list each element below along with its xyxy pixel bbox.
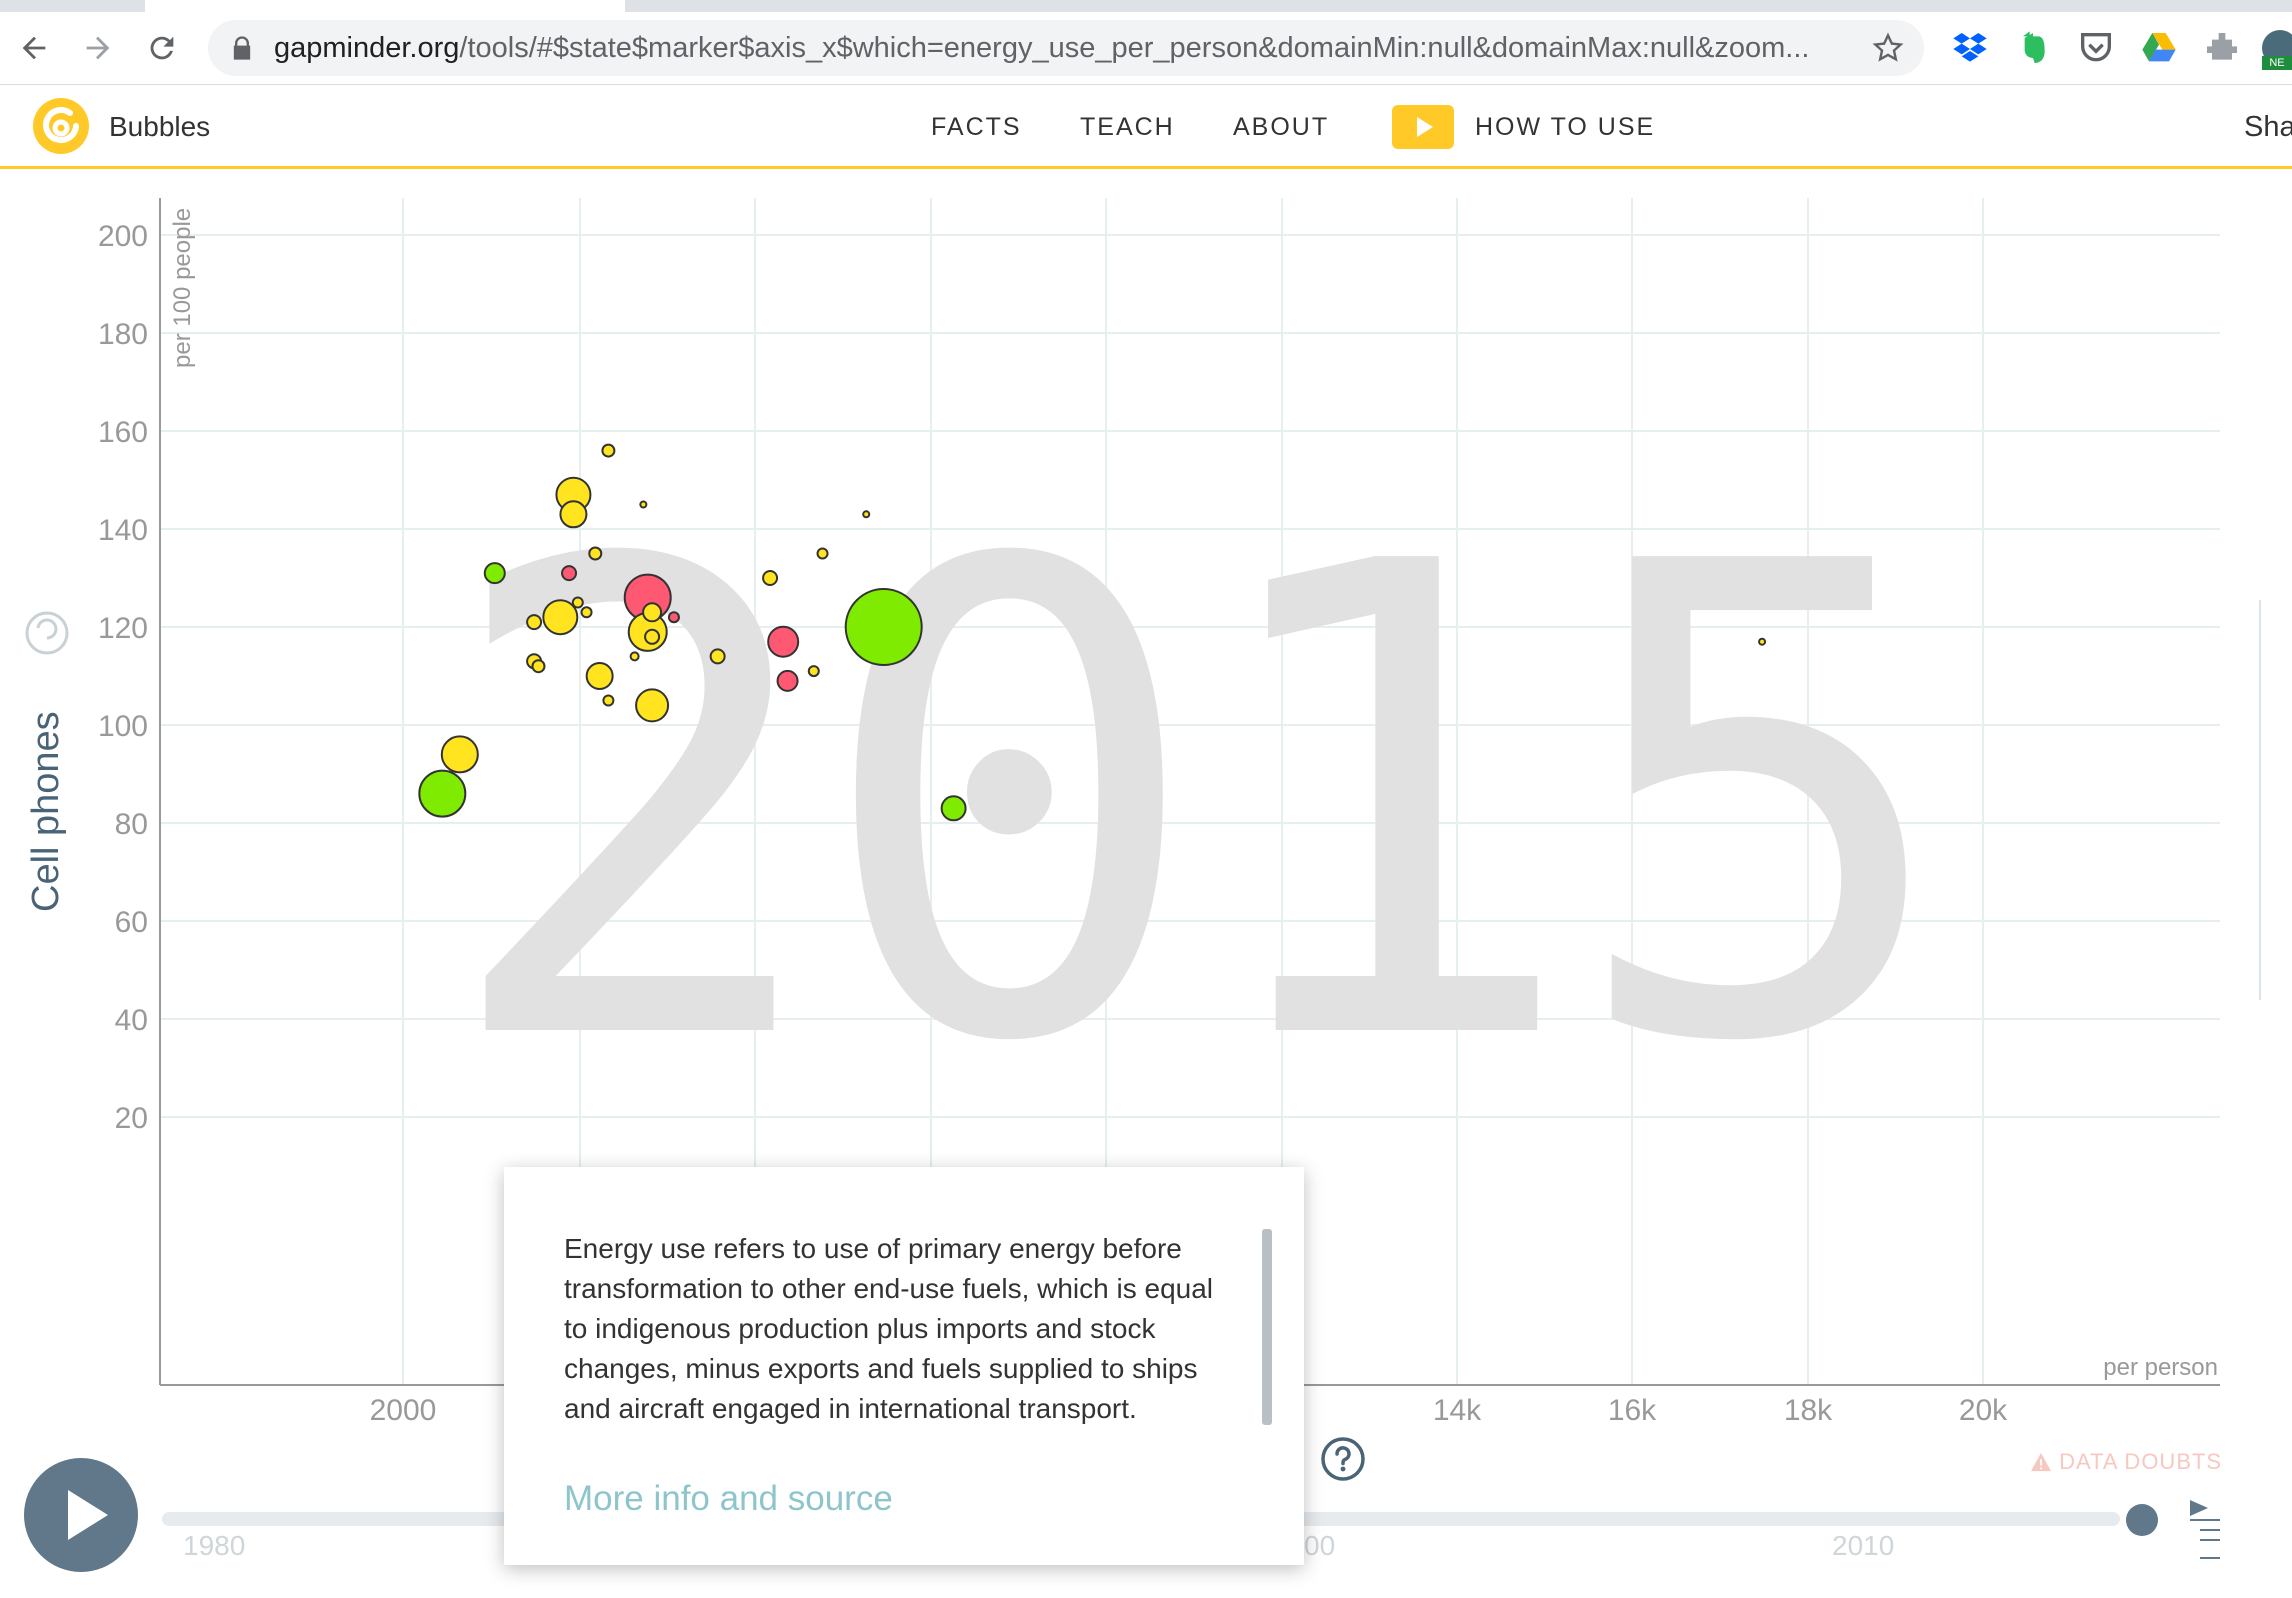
app-header: Bubbles FACTS TEACH ABOUT HOW TO USE Sha [0,85,2292,169]
y-axis-ticks: 200 180 160 140 120 100 80 60 40 20 [98,220,148,1135]
star-icon[interactable] [1872,32,1904,64]
popup-description: Energy use refers to use of primary ener… [564,1233,1214,1424]
y-axis-info-icon[interactable] [25,611,69,655]
x-axis-ticks: 2000 14k 16k 18k 20k [370,1394,2009,1427]
tab-strip [0,0,2292,12]
bubble[interactable] [483,562,506,585]
x-tick-label: 18k [1784,1394,1833,1427]
data-doubts-link[interactable]: DATA DOUBTS [2030,1449,2222,1475]
reload-icon [150,36,174,60]
bubble[interactable] [440,735,479,774]
bubble[interactable] [709,648,726,665]
y-tick-label: 80 [115,808,148,841]
x-tick-label: 14k [1433,1394,1482,1427]
x-axis-unit: per person [2103,1354,2218,1381]
back-button[interactable] [10,24,58,72]
url-host: gapminder.org [274,32,460,64]
pocket-icon[interactable] [2076,28,2116,68]
nav-teach[interactable]: TEACH [1080,113,1175,141]
bubble[interactable] [940,795,967,822]
forward-button[interactable] [74,24,122,72]
bubble[interactable] [639,500,648,509]
bubbles-layer [418,443,1767,822]
bubble[interactable] [580,606,593,619]
bubble[interactable] [635,688,670,723]
bubble[interactable] [776,669,799,692]
x-tick-label: 16k [1608,1394,1657,1427]
bubble[interactable] [762,570,779,586]
y-tick-label: 100 [98,710,148,743]
timeslider-handle[interactable] [2126,1504,2158,1536]
bubble[interactable] [767,625,800,658]
popup-scrollbar[interactable] [1262,1229,1272,1425]
nav-about[interactable]: ABOUT [1233,113,1330,141]
bubble[interactable] [807,665,820,678]
y-tick-label: 160 [98,416,148,449]
dropbox-icon[interactable] [1950,28,1990,68]
bubble[interactable] [585,662,614,690]
active-tab[interactable] [145,0,625,12]
y-axis-label[interactable]: Cell phones [25,711,67,912]
y-axis-unit: per 100 people [169,208,196,368]
bubble[interactable] [571,596,584,609]
nav-how-to-use[interactable]: HOW TO USE [1475,113,1656,141]
bubble[interactable] [602,694,615,707]
bubble[interactable] [1758,637,1767,646]
y-tick-label: 120 [98,612,148,645]
url-text: gapminder.org/tools/#$state$marker$axis_… [274,20,1809,76]
timeslider-start-year: 1980 [183,1530,246,1561]
reload-button[interactable] [138,24,186,72]
speed-control-icon[interactable] [2186,1498,2220,1560]
more-info-link[interactable]: More info and source [564,1479,893,1518]
y-tick-label: 40 [115,1004,148,1037]
bubble[interactable] [531,659,546,674]
bubble-chart: 2015 200 180 160 140 120 100 80 60 40 20 2000 14k 1… [25,198,2261,1427]
warning-icon [2031,1452,2051,1472]
help-icon[interactable] [1320,1436,1366,1482]
bubble[interactable] [526,614,543,631]
profile-extension-icon[interactable]: NE [2262,28,2292,70]
play-button[interactable] [24,1458,138,1572]
bubble[interactable] [642,602,663,623]
x-tick-label: 20k [1959,1394,2008,1427]
play-icon [68,1490,108,1540]
y-tick-label: 200 [98,220,148,253]
timeslider-end-year: 2010 [1832,1530,1895,1561]
x-tick-label: 2000 [370,1394,437,1427]
data-doubts-label: DATA DOUBTS [2059,1449,2223,1474]
puzzle-extension-icon[interactable] [2202,28,2242,68]
y-tick-label: 60 [115,906,148,939]
y-tick-label: 180 [98,318,148,351]
bubble[interactable] [862,510,871,519]
bubble[interactable] [588,546,603,561]
bubble[interactable] [644,628,661,645]
nav-facts[interactable]: FACTS [931,113,1022,141]
bubble[interactable] [601,443,616,458]
bubble[interactable] [418,769,467,818]
y-tick-label: 20 [115,1102,148,1135]
bubble[interactable] [561,565,578,582]
bubble[interactable] [816,547,829,560]
timeslider-mid-year: 00 [1304,1530,1336,1561]
address-bar[interactable]: gapminder.org/tools/#$state$marker$axis_… [208,20,1924,76]
browser-toolbar: gapminder.org/tools/#$state$marker$axis_… [0,12,2292,85]
gapminder-logo-icon[interactable] [32,97,90,155]
y-tick-label: 140 [98,514,148,547]
play-video-icon[interactable] [1392,105,1454,149]
bubble[interactable] [629,651,640,662]
bubble[interactable] [667,611,680,624]
bubble[interactable] [559,500,588,529]
url-path: /tools/#$state$marker$axis_x$which=energ… [459,32,1810,64]
google-drive-icon[interactable] [2139,28,2179,68]
arrow-left-icon [22,36,46,60]
year-watermark: 2015 [437,428,1942,1184]
evernote-icon[interactable] [2013,28,2053,68]
lock-icon [233,36,251,60]
bubble[interactable] [542,599,579,636]
indicator-info-popup: Energy use refers to use of primary ener… [504,1167,1304,1565]
share-button[interactable]: Sha [2244,111,2292,143]
app-title: Bubbles [109,111,211,142]
bubble[interactable] [844,588,923,666]
arrow-right-icon [86,36,110,60]
